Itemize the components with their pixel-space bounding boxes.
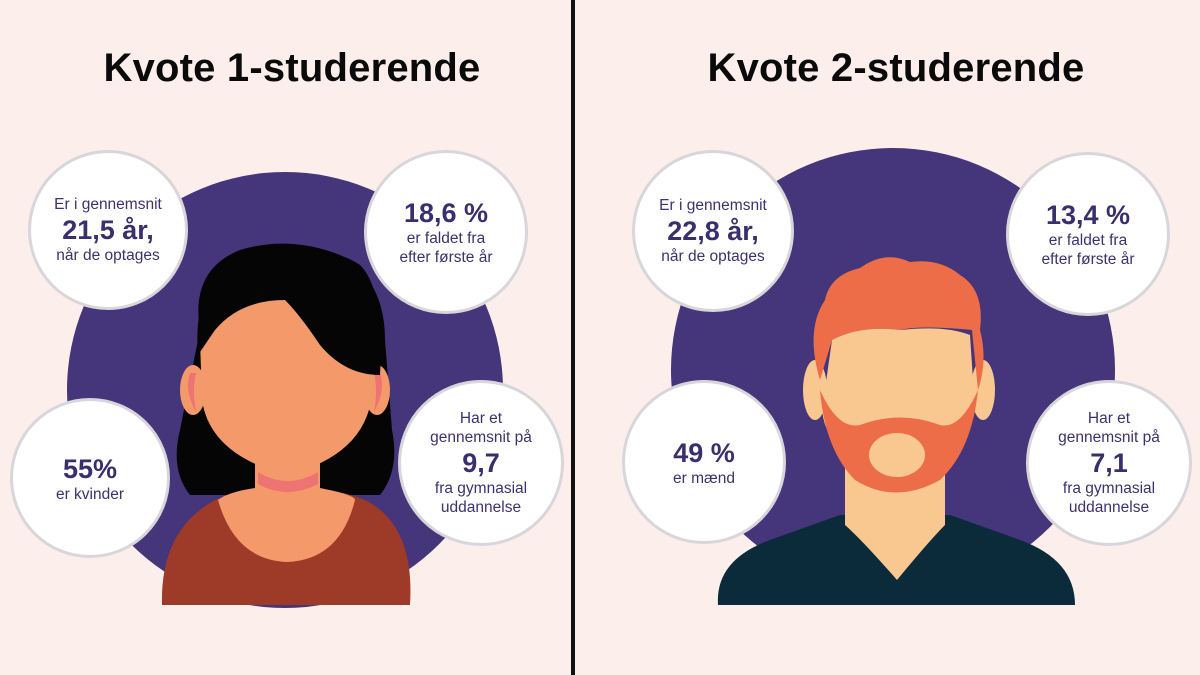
stat-label-bottom-1: fra gymnasial: [1062, 480, 1156, 497]
stat-bubble-dropout: 18,6 % er faldet fra efter første år: [364, 150, 528, 314]
stat-label-top-2: gennemsnit på: [1058, 429, 1160, 446]
stat-value: 55%: [62, 453, 118, 484]
kvote-2-panel: Kvote 2-studerende Er i gennemsnit 22,8 …: [600, 0, 1200, 675]
stat-label-top: Er i gennemsnit: [54, 196, 162, 213]
stat-label-top-1: Har et: [1087, 410, 1131, 427]
stat-label-top-1: Har et: [459, 410, 503, 427]
stat-label-bottom: når de optages: [661, 248, 765, 265]
stat-bubble-grade: Har et gennemsnit på 9,7 fra gymnasial u…: [398, 380, 564, 546]
stat-label-bottom-2: efter første år: [1041, 251, 1135, 268]
stat-value: 13,4 %: [1045, 200, 1131, 230]
stat-label-bottom-2: uddannelse: [1068, 499, 1150, 516]
man-avatar-icon: [671, 148, 1115, 605]
kvote-1-title: Kvote 1-studerende: [103, 46, 481, 90]
stat-label-top: Er i gennemsnit: [659, 197, 767, 214]
stat-bubble-dropout: 13,4 % er faldet fra efter første år: [1006, 152, 1170, 316]
kvote-2-title: Kvote 2-studerende: [707, 46, 1085, 90]
stat-bubble-age: Er i gennemsnit 21,5 år, når de optages: [28, 150, 188, 310]
stat-label-bottom-2: efter første år: [399, 249, 493, 266]
kvote-1-panel: Kvote 1-studerende Er i gennemsnit 21,5 …: [10, 46, 564, 608]
stat-value: 18,6 %: [403, 198, 489, 228]
stat-value: 49 %: [673, 437, 735, 468]
stat-value: 22,8 år,: [667, 216, 759, 246]
stat-label-bottom: er kvinder: [55, 485, 125, 503]
stat-bubble-gender: 49 % er mænd: [622, 380, 786, 544]
stat-label-bottom: er mænd: [672, 469, 736, 487]
stat-label-bottom-1: fra gymnasial: [434, 480, 528, 497]
stat-label-bottom-2: uddannelse: [440, 499, 522, 516]
stat-label-bottom-1: er faldet fra: [1048, 232, 1128, 249]
panel-divider: [571, 0, 575, 675]
stat-bubble-gender: 55% er kvinder: [10, 398, 170, 558]
woman-avatar-icon: [67, 172, 503, 608]
stat-bubble-age: Er i gennemsnit 22,8 år, når de optages: [632, 150, 794, 312]
stat-label-top-2: gennemsnit på: [430, 429, 532, 446]
stat-label-bottom: når de optages: [56, 247, 160, 264]
stat-label-bottom-1: er faldet fra: [406, 230, 486, 247]
stat-value: 21,5 år,: [62, 215, 154, 245]
stat-bubble-grade: Har et gennemsnit på 7,1 fra gymnasial u…: [1026, 380, 1192, 546]
stat-value: 9,7: [462, 448, 500, 478]
stat-value: 7,1: [1090, 448, 1128, 478]
